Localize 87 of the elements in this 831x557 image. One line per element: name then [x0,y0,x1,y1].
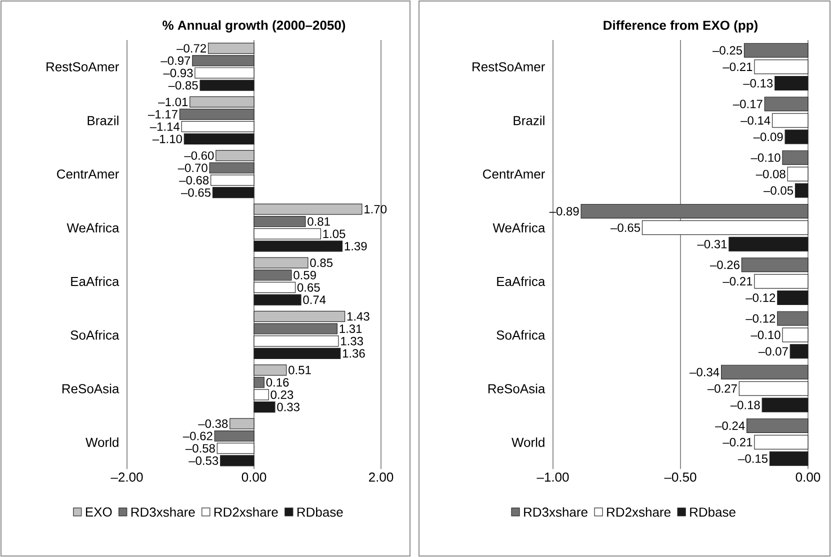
legend-label: RD3xshare [524,507,588,517]
y-tick-label: RestSoAmer [46,62,119,72]
x-tick-label: –0.50 [664,472,696,482]
data-label: –0.05 [764,186,794,195]
data-label: –0.26 [710,260,740,270]
data-label: –0.27 [707,384,737,393]
data-label: –0.34 [690,368,720,376]
data-label: –0.93 [163,68,193,78]
data-label: –0.65 [610,223,640,232]
data-label: 1.70 [364,204,387,214]
y-tick-label: EaAfrica [497,276,546,286]
y-tick-label: Brazil [514,116,544,126]
data-label: –0.21 [722,62,752,72]
data-label: –0.18 [730,400,760,410]
y-tick-label: CentrAmer [483,169,545,179]
y-tick-label: WeAfrica [492,222,546,232]
data-label: –0.15 [738,454,768,463]
data-label: –0.68 [179,176,209,184]
data-label: –0.08 [756,170,786,178]
data-label: 0.85 [310,258,333,268]
data-label: –0.58 [185,444,215,453]
data-label: 0.59 [294,270,316,280]
chart-title: % Annual growth (2000–2050) [162,20,346,32]
y-tick-label: World [512,437,544,447]
legend-label: RD2xshare [607,507,670,517]
data-label: –0.72 [176,44,206,53]
data-label: –0.21 [722,277,752,286]
data-label: –0.13 [743,79,773,88]
legend-label: RD3xshare [131,507,195,517]
x-tick-label: –2.00 [110,472,143,482]
data-label: –0.12 [746,314,776,323]
data-label: –0.24 [715,421,745,430]
data-label: –0.70 [178,164,208,172]
data-label: 0.16 [266,378,289,387]
data-label: –1.01 [158,98,188,106]
data-label: 0.51 [288,366,311,374]
data-label: –0.10 [750,153,780,162]
y-tick-label: RestSoAmer [472,62,545,72]
data-label: –1.17 [148,110,178,118]
data-label: 0.23 [270,390,294,399]
y-tick-label: ReSoAsia [488,384,546,394]
data-label: –0.09 [753,132,783,142]
y-tick-label: SoAfrica [496,330,546,340]
data-label: –0.12 [746,294,776,302]
x-tick-label: –1.00 [536,472,569,482]
legend-label: RDbase [297,507,343,517]
data-label: 1.43 [347,312,370,321]
data-label: –0.07 [758,347,788,356]
y-tick-label: Brazil [88,116,118,126]
data-label: –0.14 [740,116,770,125]
data-label: –0.85 [168,81,198,90]
data-label: –0.21 [722,438,752,446]
data-label: –0.65 [181,188,211,197]
y-tick-label: SoAfrica [70,330,120,340]
data-label: 1.31 [340,324,362,334]
y-tick-label: World [86,437,118,447]
x-tick-label: 0.00 [796,472,820,482]
data-label: 1.39 [344,242,367,250]
data-label: –0.60 [184,151,214,160]
data-label: 1.33 [341,336,363,346]
y-tick-label: EaAfrica [71,276,120,286]
data-label: 1.36 [342,349,365,358]
data-label: 0.65 [297,283,320,292]
legend-label: EXO [86,507,112,517]
data-label: –0.25 [712,46,742,55]
data-label: –0.62 [182,432,212,440]
data-label: –0.53 [188,456,218,465]
data-label: 0.81 [308,217,330,226]
data-label: –0.89 [549,206,579,216]
data-label: –0.31 [697,240,727,248]
legend-label: RDbase [690,507,736,517]
y-tick-label: WeAfrica [66,222,120,232]
data-label: –0.17 [732,100,762,108]
y-tick-label: ReSoAsia [62,384,120,394]
data-label: –1.10 [152,134,182,144]
data-label: –0.38 [198,419,228,428]
data-label: –0.10 [750,330,780,340]
data-label: 0.74 [303,296,326,304]
y-tick-label: CentrAmer [57,169,119,179]
data-label: –0.97 [160,56,190,65]
chart-title: Difference from EXO (pp) [604,20,758,32]
data-label: –1.14 [150,122,180,131]
x-tick-label: 2.00 [369,472,394,482]
data-label: 0.33 [277,402,300,412]
legend-label: RD2xshare [214,507,278,517]
x-tick-label: 0.00 [242,472,266,482]
data-label: 1.05 [323,230,346,238]
